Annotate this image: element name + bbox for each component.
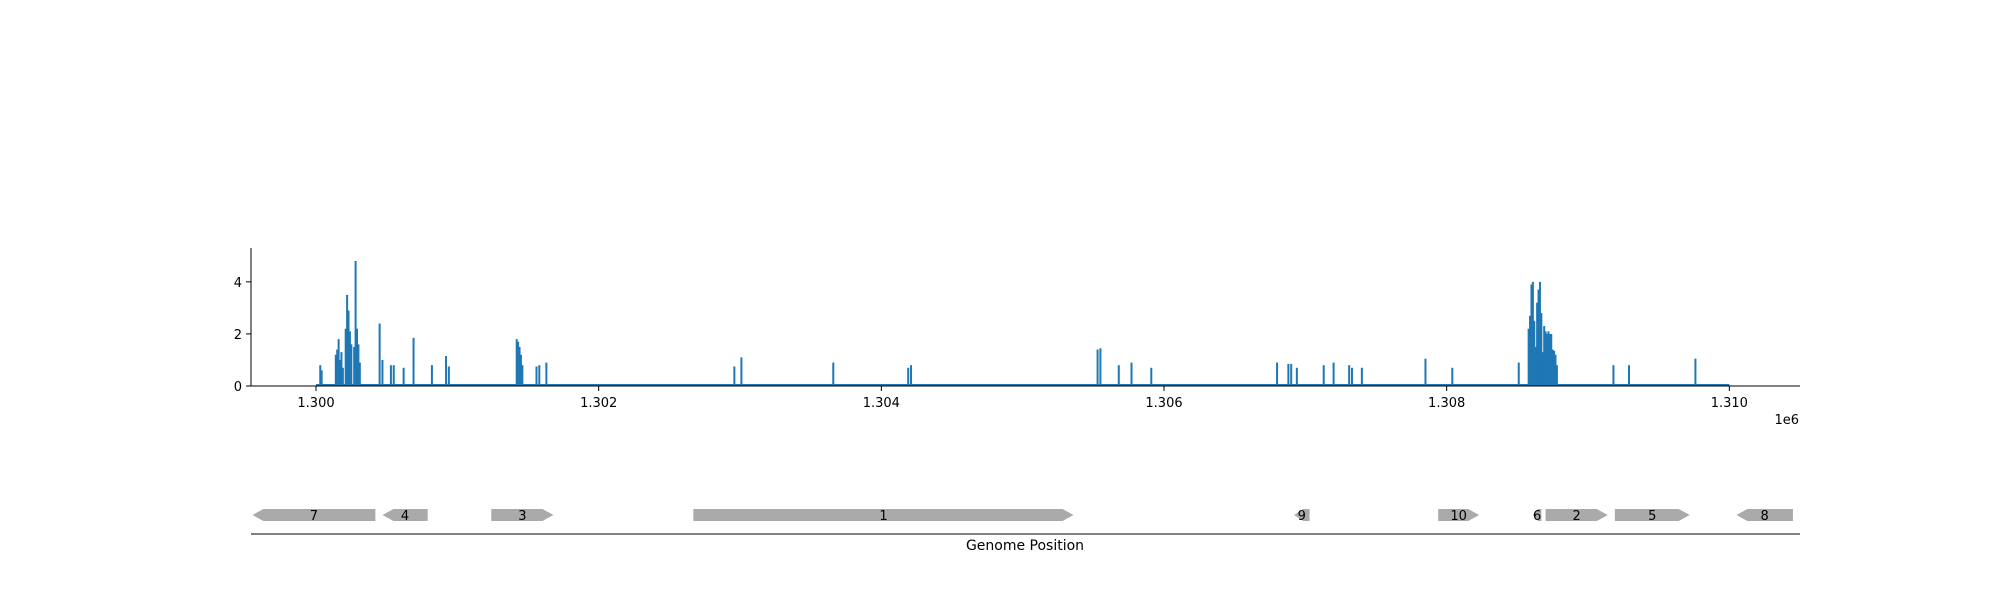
gene-label: 6 (1533, 509, 1541, 524)
gene-arrow (1736, 509, 1793, 521)
gene-arrow (1294, 509, 1310, 521)
coverage-panel: 0 2 4 1.300 1.302 1.304 1.306 1.308 1.310 1e6 (234, 248, 1800, 428)
gene-arrow (1532, 509, 1542, 521)
gene-label: 7 (310, 509, 318, 524)
x-tick-label: 1.306 (1145, 396, 1182, 411)
x-ticks: 1.300 1.302 1.304 1.306 1.308 1.310 (297, 386, 1748, 411)
gene-label: 9 (1298, 509, 1306, 524)
x-axis-label: Genome Position (966, 538, 1084, 554)
x-tick-label: 1.302 (580, 396, 617, 411)
gene-label: 4 (401, 509, 409, 524)
y-tick-label: 0 (234, 380, 242, 395)
gene-label: 5 (1648, 509, 1656, 524)
gene-arrow (491, 509, 554, 521)
gene-arrow (1614, 509, 1690, 521)
gene-arrows: 7 4 3 1 9 10 6 2 5 8 (252, 509, 1793, 524)
y-tick-label: 2 (234, 328, 242, 343)
gene-label: 3 (518, 509, 526, 524)
gene-label: 8 (1761, 509, 1769, 524)
x-offset-label: 1e6 (1774, 413, 1799, 428)
gene-label: 1 (879, 509, 887, 524)
gene-label: 2 (1573, 509, 1581, 524)
x-tick-label: 1.310 (1711, 396, 1748, 411)
coverage-bars (319, 261, 1697, 386)
gene-arrow (1438, 509, 1480, 521)
y-tick-label: 4 (234, 276, 242, 291)
gene-track: 7 4 3 1 9 10 6 2 5 8 Genome Position (251, 509, 1800, 554)
gene-arrow (1545, 509, 1608, 521)
y-ticks: 0 2 4 (234, 276, 251, 395)
x-tick-label: 1.300 (297, 396, 334, 411)
x-tick-label: 1.308 (1428, 396, 1465, 411)
gene-arrow (382, 509, 428, 521)
gene-arrow (252, 509, 376, 521)
gene-arrow (693, 509, 1074, 521)
gene-label: 10 (1450, 509, 1467, 524)
x-tick-label: 1.304 (863, 396, 900, 411)
